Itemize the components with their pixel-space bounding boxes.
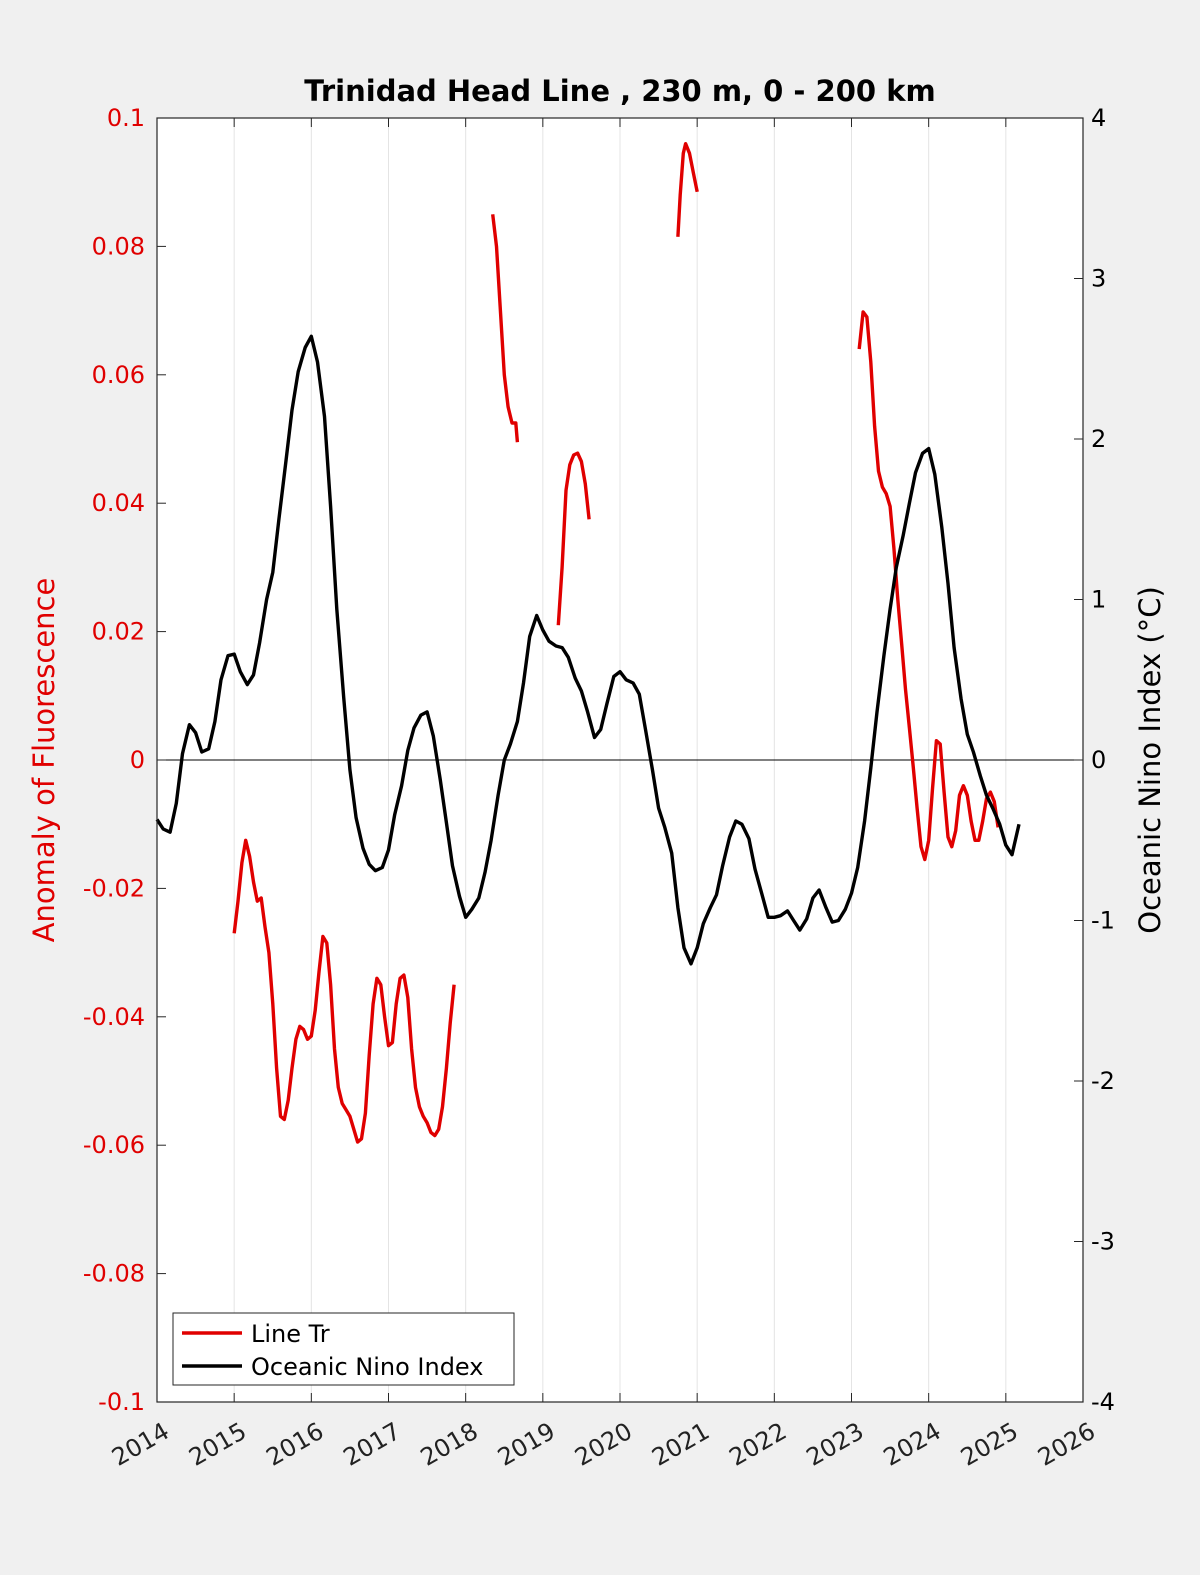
x-tick-label: 2024 [879, 1417, 946, 1472]
y-left-tick-label: 0.08 [92, 232, 145, 260]
series-line-tr-segment-1 [232, 838, 456, 1144]
series-layer [155, 142, 1021, 1144]
y-left-tick-label: -0.04 [83, 1003, 145, 1031]
y-right-tick-label: 4 [1091, 104, 1106, 132]
x-tick-label: 2014 [107, 1417, 174, 1472]
y-right-tick-label: -3 [1091, 1228, 1115, 1256]
y-left-tick-label: -0.02 [83, 874, 145, 902]
legend-box [172, 1312, 515, 1386]
x-tick-label: 2026 [1033, 1417, 1100, 1472]
y-left-tick-label: -0.06 [83, 1131, 145, 1159]
x-tick-label: 2025 [956, 1417, 1023, 1472]
x-tick-label: 2022 [724, 1417, 791, 1472]
y-left-tick-label: -0.08 [83, 1260, 145, 1288]
series-line-tr-segment-4 [676, 142, 699, 237]
x-tick-label: 2023 [802, 1417, 869, 1472]
y-left-tick-label: 0.04 [92, 489, 145, 517]
x-tick-label: 2020 [570, 1417, 637, 1472]
y-axis-left-label: Anomaly of Fluorescence [27, 578, 61, 943]
y-left-tick-label: 0.06 [92, 361, 145, 389]
x-tick-label: 2019 [493, 1417, 560, 1472]
y-axis-right-label: Oceanic Nino Index (°C) [1133, 586, 1167, 934]
y-right-tick-label: -4 [1091, 1388, 1115, 1416]
y-left-tick-label: -0.1 [98, 1388, 145, 1416]
x-tick-label: 2016 [261, 1417, 328, 1472]
series-line-tr-segment-3 [556, 451, 591, 626]
y-right-tick-label: 2 [1091, 425, 1106, 453]
y-right-tick-label: 3 [1091, 265, 1106, 293]
y-left-tick-label: 0.02 [92, 618, 145, 646]
chart-title: Trinidad Head Line , 230 m, 0 - 200 km [304, 74, 935, 108]
x-tick-label: 2021 [647, 1417, 714, 1472]
y-right-tick-label: -1 [1091, 907, 1115, 935]
y-right-tick-label: 0 [1091, 746, 1106, 774]
legend-label-oni: Oceanic Nino Index [251, 1353, 483, 1381]
legend-label-line-tr: Line Tr [251, 1320, 330, 1348]
x-tick-label: 2018 [416, 1417, 483, 1472]
y-right-tick-label: -2 [1091, 1067, 1115, 1095]
series-line-tr-segment-2 [491, 214, 520, 443]
series-oni-segment-1 [155, 334, 1021, 966]
series-line-tr-segment-5 [857, 310, 1000, 862]
y-left-tick-label: 0.1 [107, 104, 145, 132]
y-left-tick-label: 0 [130, 746, 145, 774]
legend: Line Tr Oceanic Nino Index [172, 1312, 515, 1386]
x-tick-label: 2015 [184, 1417, 251, 1472]
y-right-tick-label: 1 [1091, 586, 1106, 614]
x-tick-label: 2017 [339, 1417, 406, 1472]
